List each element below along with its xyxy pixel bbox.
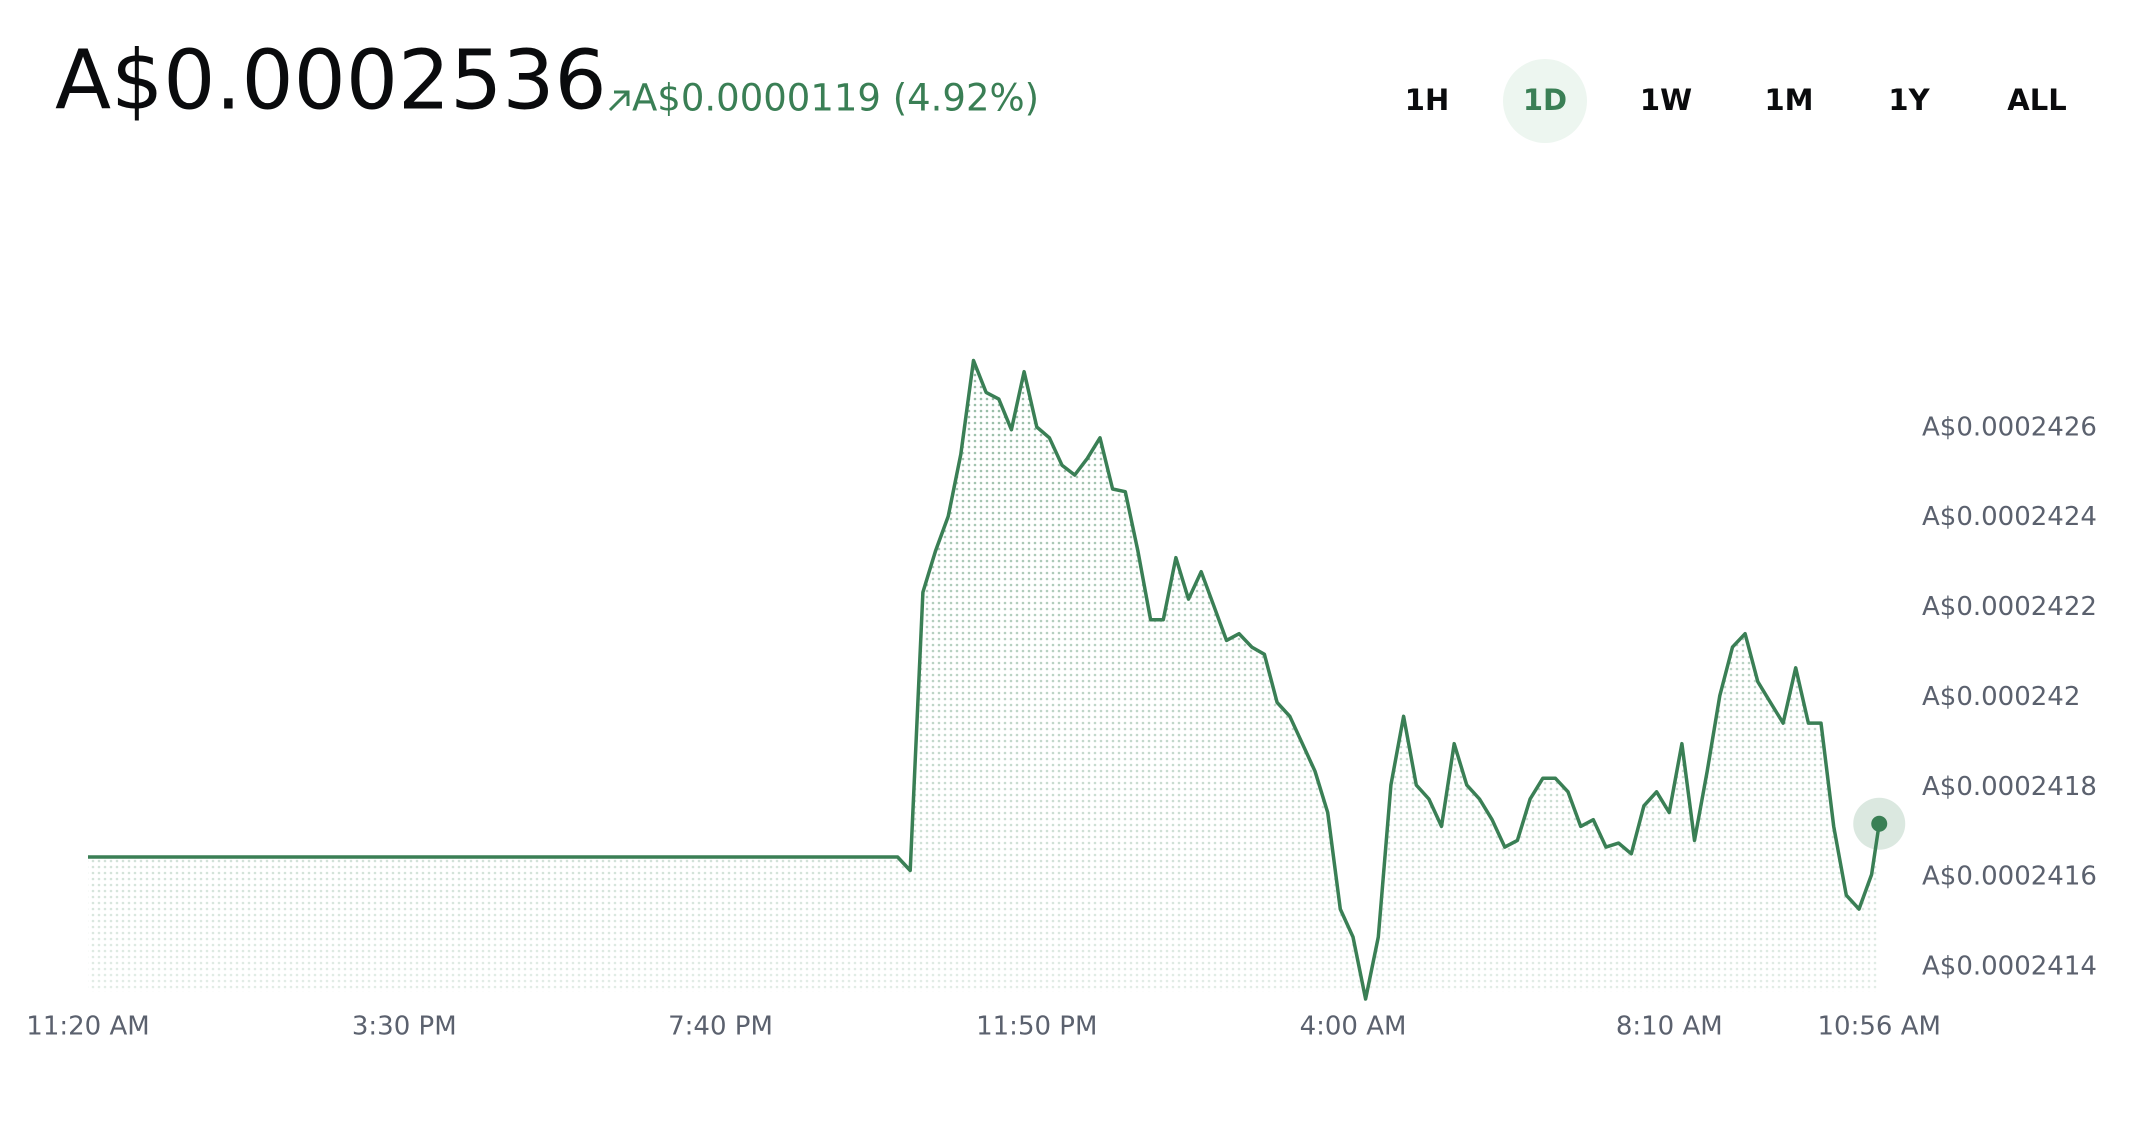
range-selector: 1H 1D 1W 1M 1Y ALL: [1405, 59, 2067, 143]
x-tick-label: 11:50 PM: [976, 1012, 1097, 1042]
range-button[interactable]: 1M: [1764, 83, 1813, 117]
y-tick-label: A$0.0002422: [1922, 592, 2097, 622]
y-tick-label: A$0.0002424: [1922, 502, 2097, 532]
area-fade: [88, 360, 1880, 999]
price-change: A$0.0000119 (4.92%): [632, 77, 1039, 120]
y-tick-label: A$0.0002414: [1922, 952, 2097, 982]
up-arrow-icon: [608, 90, 630, 112]
y-tick-label: A$0.0002418: [1922, 772, 2097, 802]
range-button[interactable]: ALL: [2007, 83, 2066, 117]
price-line: [88, 358, 1881, 1001]
x-tick-label: 4:00 AM: [1300, 1012, 1407, 1042]
y-tick-label: A$0.0002416: [1922, 862, 2097, 892]
range-button[interactable]: 1Y: [1888, 83, 1930, 117]
x-tick-label: 11:20 AM: [26, 1012, 149, 1042]
range-button[interactable]: 1D: [1523, 83, 1567, 117]
x-tick-label: 10:56 AM: [1818, 1012, 1941, 1042]
range-button[interactable]: 1H: [1405, 83, 1449, 117]
y-tick-label: A$0.000242: [1922, 682, 2080, 712]
x-tick-label: 7:40 PM: [668, 1012, 773, 1042]
selected-range-bg: [1503, 59, 1587, 143]
range-button[interactable]: 1W: [1640, 83, 1692, 117]
x-tick-label: 8:10 AM: [1616, 1012, 1723, 1042]
y-tick-label: A$0.0002426: [1922, 412, 2097, 442]
price: A$0.0002536: [55, 33, 607, 128]
current-point: [1871, 815, 1888, 832]
x-tick-label: 3:30 PM: [352, 1012, 457, 1042]
